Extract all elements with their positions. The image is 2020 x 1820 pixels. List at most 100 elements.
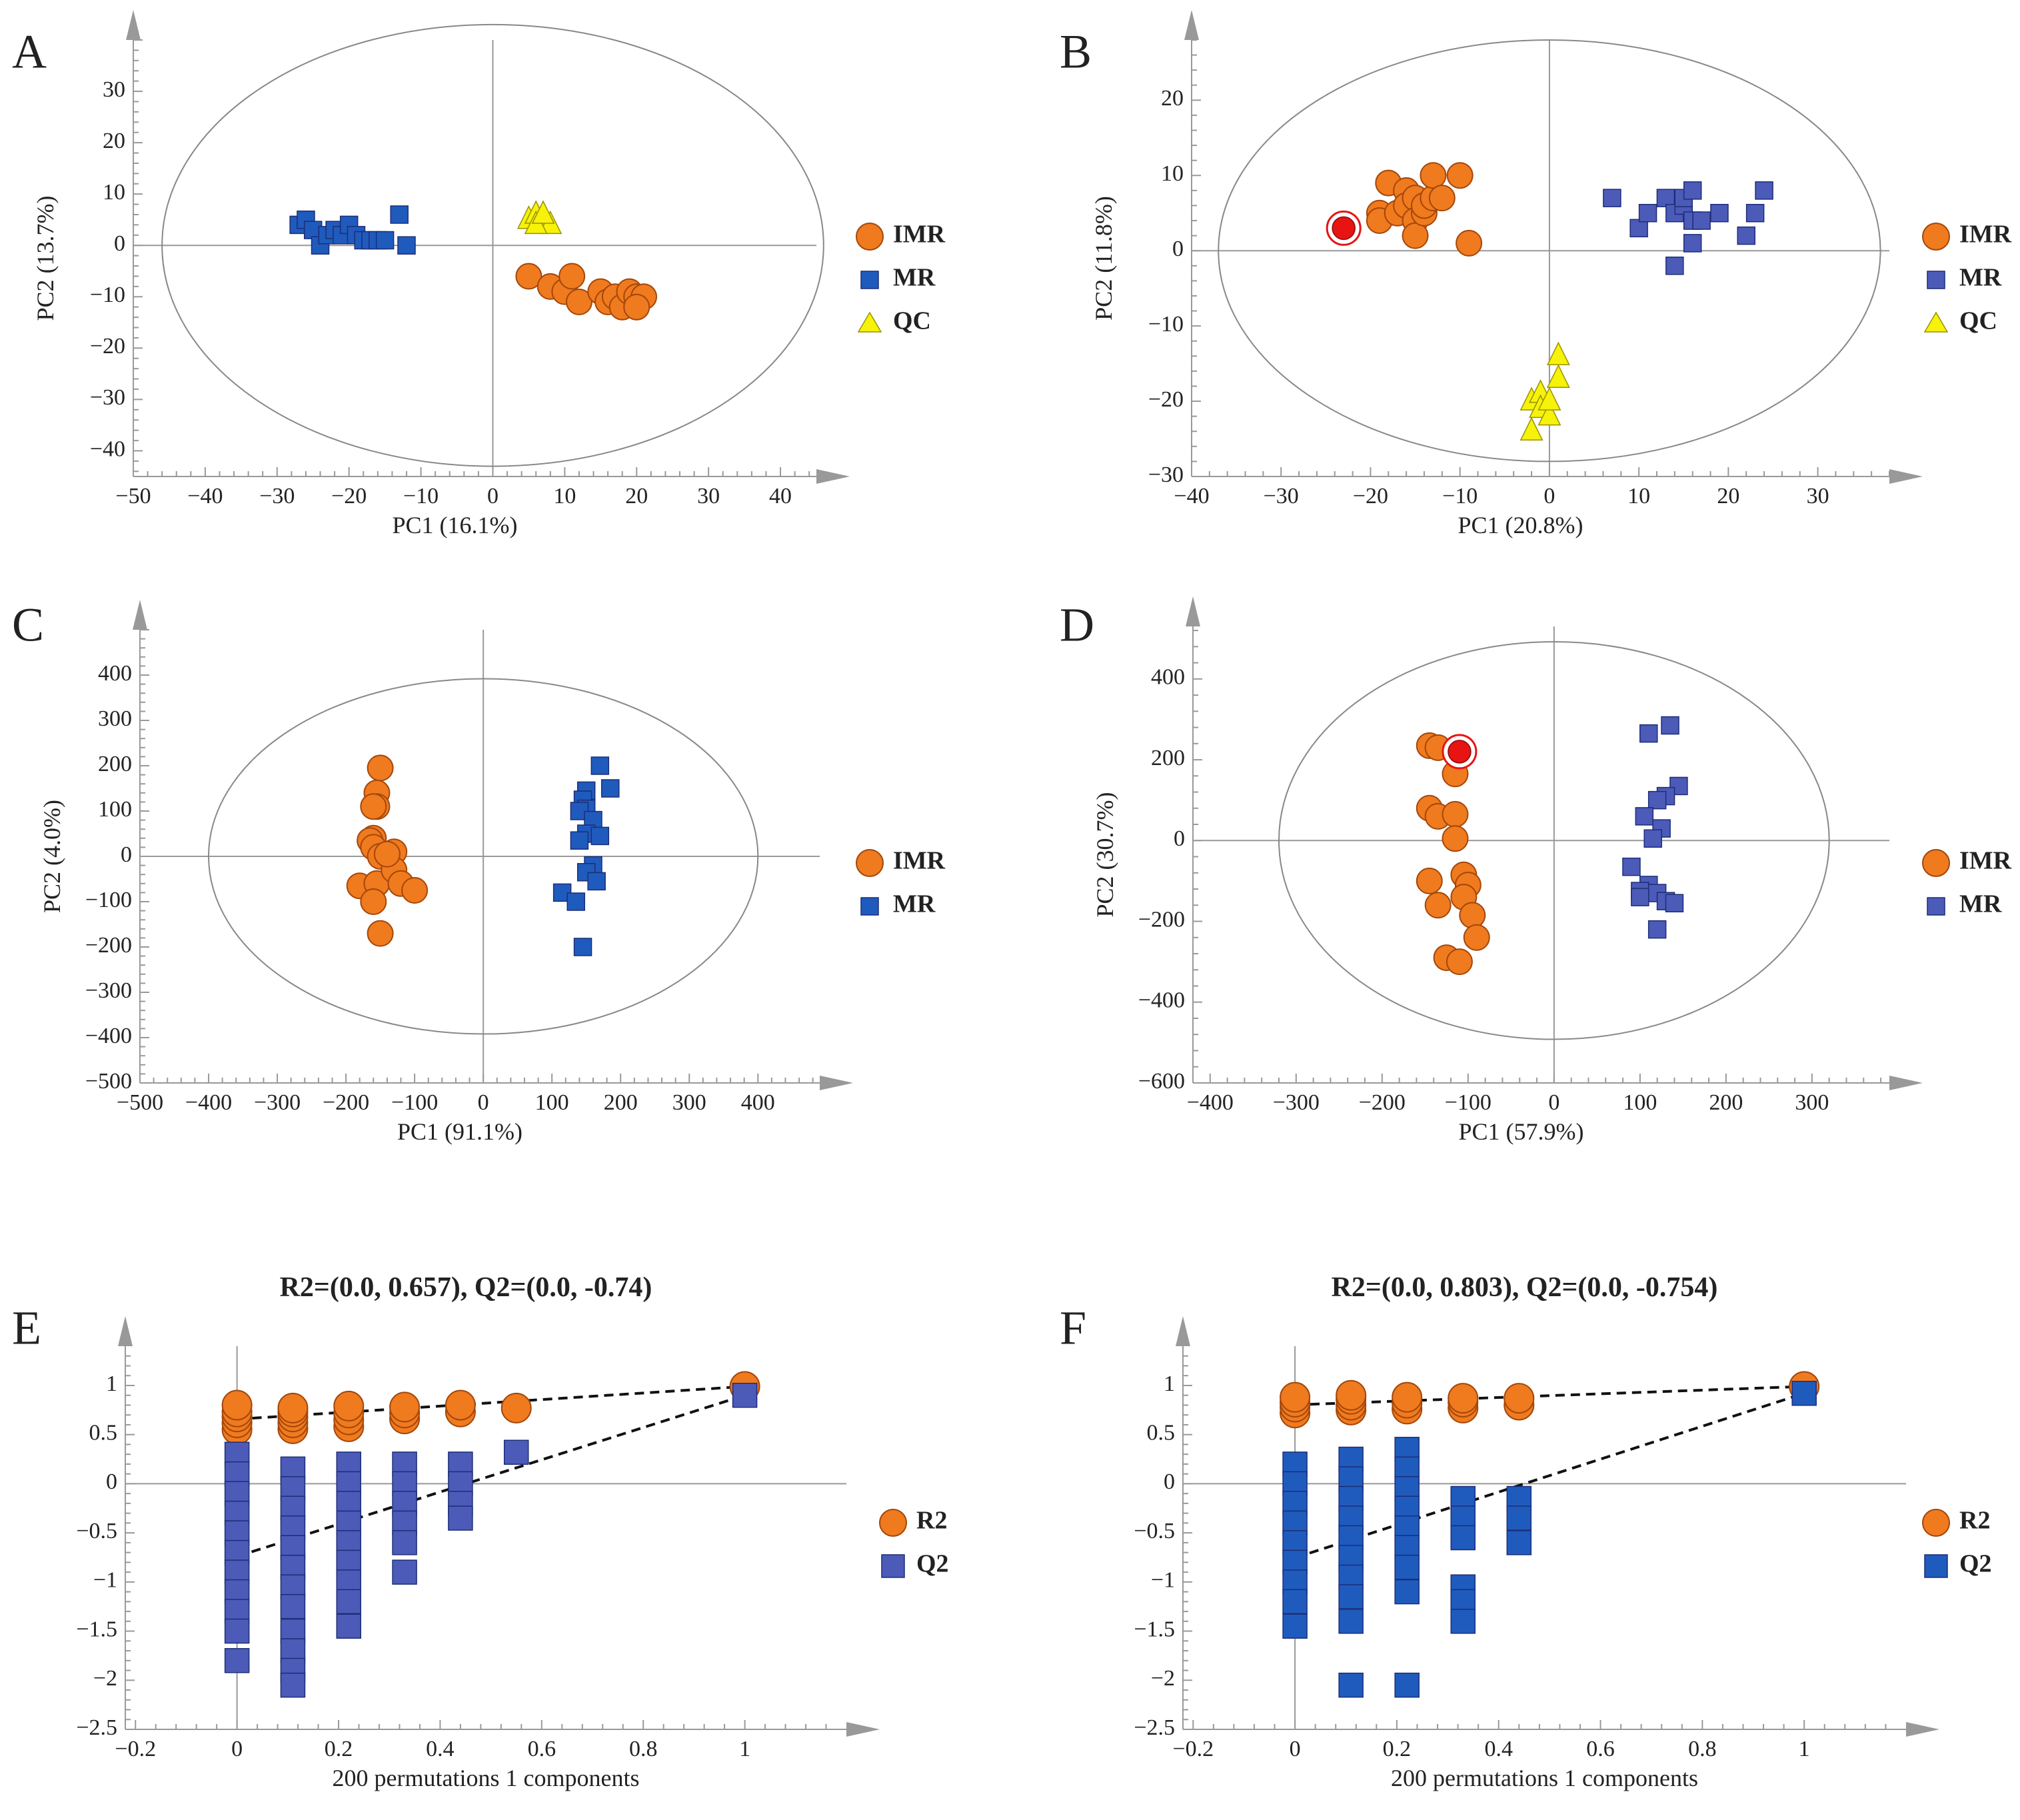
x-axis-arrow [820,1076,853,1090]
x-tick-label: −200 [1359,1090,1406,1115]
legend-label-qc: QC [893,307,931,335]
y-tick-label: 100 [98,797,132,822]
data-point-q2 [224,1618,250,1644]
y-tick-label: 0 [106,1469,117,1494]
data-point-q2 [1338,1609,1364,1634]
data-point-mr [1631,888,1649,906]
data-point-imr [1446,162,1474,189]
x-axis-label: PC1 (91.1%) [397,1118,522,1145]
y-tick-label: −300 [85,978,132,1003]
y-tick-label: 0 [121,842,132,867]
x-tick-label: −20 [1353,484,1388,508]
panel-label: E [12,1302,41,1355]
x-tick-label: −200 [323,1090,369,1115]
series-r2 [1280,1371,1820,1429]
data-point-mr [1603,189,1621,207]
x-tick-label: 0 [487,484,499,508]
series-r2 [221,1371,760,1445]
data-point-mr [1737,226,1755,245]
x-tick-label: 1 [1799,1737,1810,1761]
x-tick-label: −400 [1187,1090,1234,1115]
x-tick-label: −300 [1273,1090,1320,1115]
data-point-q2 [1506,1505,1532,1531]
series-imr [515,263,658,321]
series-mr [1622,716,1688,939]
panel-label: A [12,25,47,79]
data-point-mr [397,236,416,255]
data-point-mr [1745,203,1765,223]
data-point-qc [1537,401,1561,426]
legend-marker-mr [860,897,879,916]
y-tick-label: −1.5 [76,1617,117,1641]
data-point-r2 [333,1390,365,1421]
y-tick-label: 0 [114,231,125,256]
series-imr [1416,732,1490,976]
legend-marker-r2 [1922,1509,1950,1537]
x-tick-label: 200 [1709,1090,1743,1115]
data-point-mr [601,779,620,798]
data-point-r2 [1336,1379,1367,1411]
panel-e: E −0.2 0 0.2 0.4 0.6 0.8 1 −2.5 −2 −1.5 −1 −0.5 0 0.5 1… [12,1272,949,1791]
y-tick-label: 1 [1164,1371,1175,1396]
series-outlier [1326,210,1362,246]
data-point-imr [367,754,394,782]
x-tick-label: 0.4 [426,1737,455,1761]
x-tick-label: −400 [185,1090,232,1115]
x-tick-label: 300 [672,1090,706,1115]
data-point-mr [1661,716,1679,735]
legend-label-mr: MR [893,264,936,292]
x-tick-label: −30 [1264,484,1299,508]
x-tick-label: 20 [1717,484,1739,508]
legend-marker-imr [1922,223,1950,251]
y-tick-label: −1 [93,1568,117,1593]
x-tick-label: −40 [1174,484,1209,508]
series-mr [552,756,620,956]
x-tick-label: 0.2 [325,1737,353,1761]
data-point-mr [375,231,395,250]
data-point-qc [1546,341,1570,366]
y-tick-label: 10 [1161,161,1184,186]
x-tick-label: 30 [697,484,720,508]
legend-marker-mr [1927,271,1945,289]
y-axis-label: PC2 (13.7%) [32,196,59,321]
series-outlier [1442,734,1478,770]
data-point-mr [1643,829,1662,848]
legend-marker-mr [1927,897,1945,916]
data-point-q2 [1394,1579,1420,1605]
legend-label-r2: R2 [916,1507,947,1535]
y-tick-label: 200 [98,752,132,776]
x-tick-label: −100 [391,1090,438,1115]
data-point-mr [1755,181,1773,200]
data-point-q2 [1450,1609,1476,1634]
data-point-mr [1710,203,1729,223]
data-point-imr [1442,800,1469,828]
legend-marker-qc [857,311,882,333]
chart-title: R2=(0.0, 0.803), Q2=(0.0, -0.754) [1332,1272,1718,1303]
data-point-q2 [280,1593,306,1619]
legend-marker-imr [1922,849,1950,877]
legend: IMR MR QC [1922,221,2012,335]
confidence-ellipse [161,23,824,467]
legend-label-imr: IMR [893,221,946,249]
data-point-r2 [1280,1381,1311,1413]
data-point-mr [1665,894,1684,912]
outlier-point [1332,216,1356,241]
legend-marker-imr [856,849,884,877]
data-point-qc [1537,387,1561,411]
data-point-mr [1638,203,1657,223]
data-point-r2 [445,1389,476,1421]
data-point-mr [1656,189,1675,207]
x-tick-label: −20 [331,484,367,508]
legend-marker-q2 [1924,1554,1948,1578]
y-tick-label: −40 [90,437,125,461]
data-point-q2 [392,1530,417,1555]
data-point-imr [565,289,592,315]
y-tick-label: 30 [103,77,125,102]
y-tick-label: 200 [1151,746,1185,770]
data-point-imr [1463,924,1490,951]
data-point-r2 [1448,1383,1479,1414]
y-axis-arrow [133,600,147,630]
y-tick-label: −100 [85,888,132,912]
data-point-imr [360,793,387,820]
data-point-mr [1647,790,1667,810]
